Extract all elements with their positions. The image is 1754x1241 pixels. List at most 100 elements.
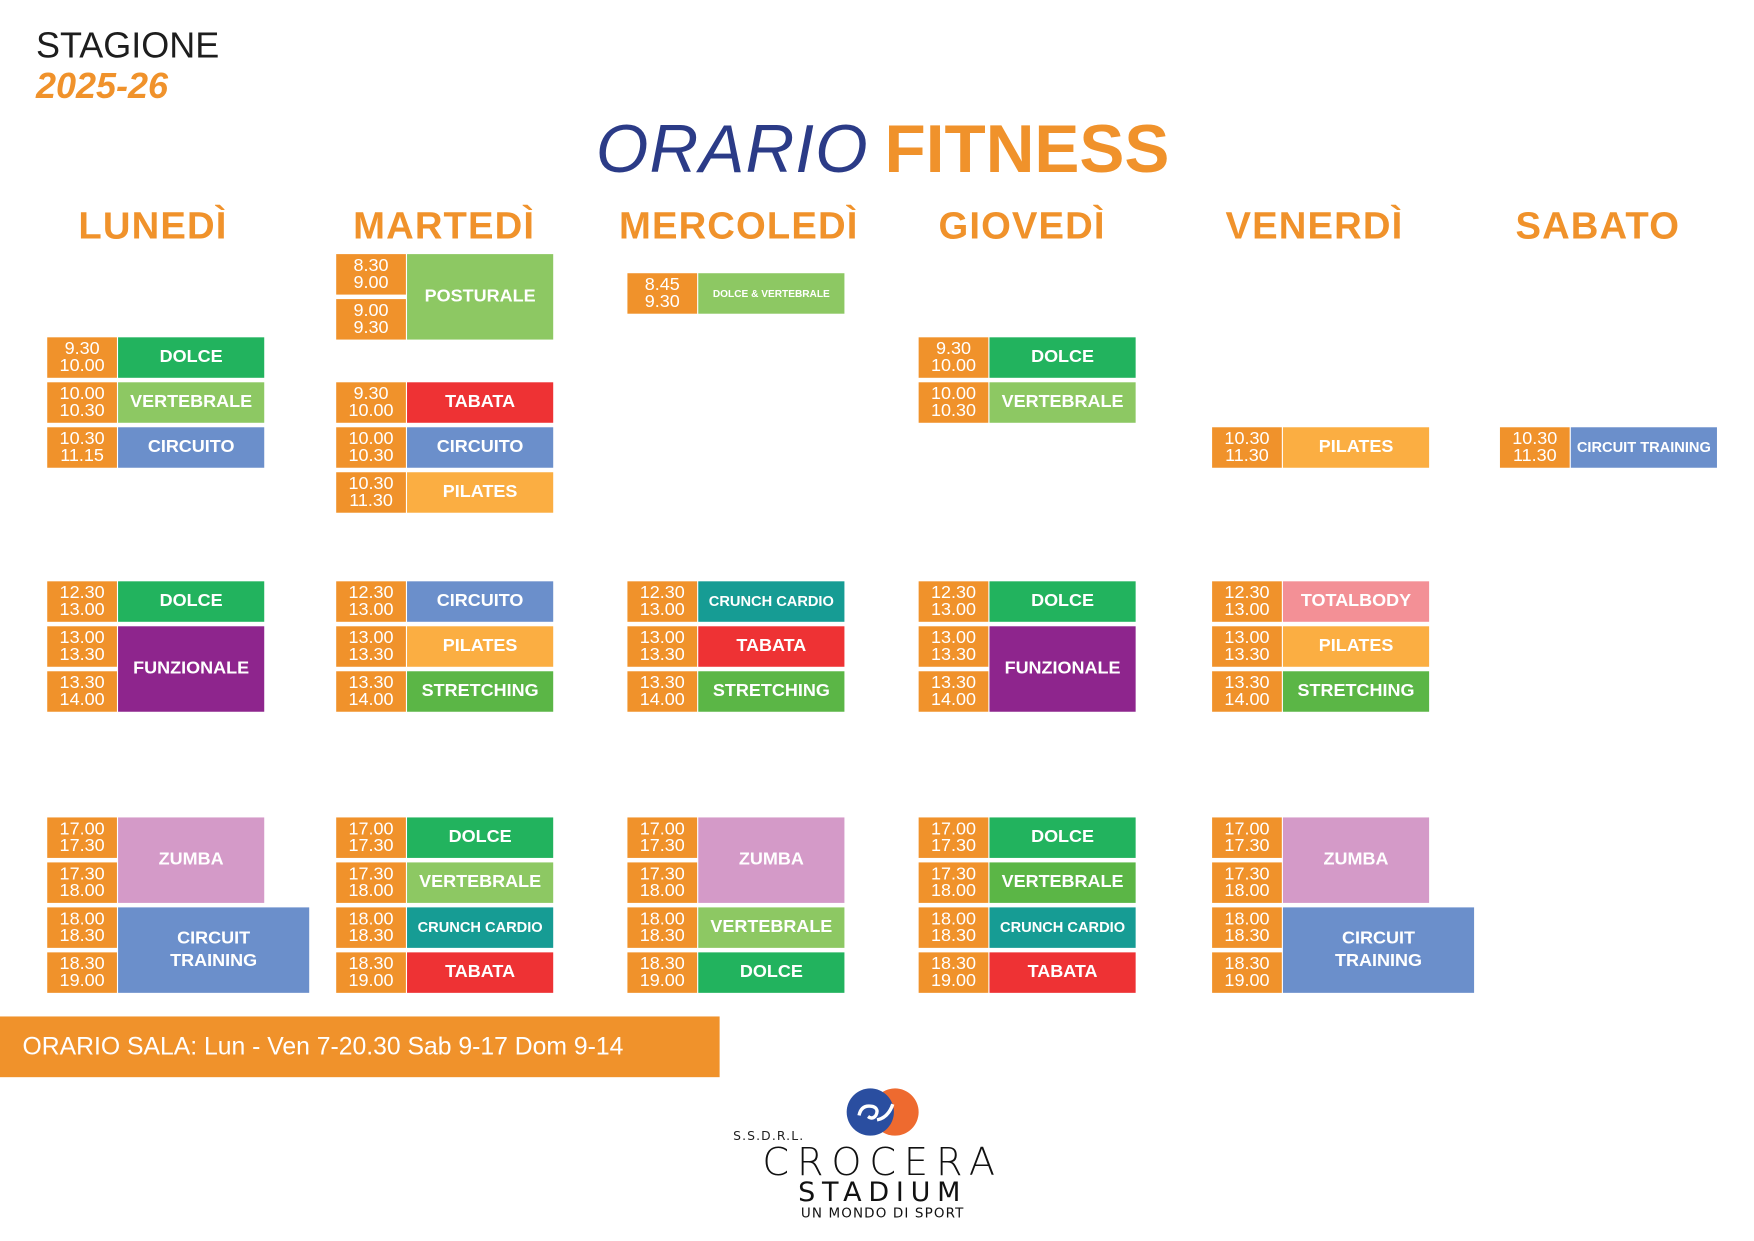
end-time: 18.30 <box>930 926 976 946</box>
start-time: 13.00 <box>639 628 685 648</box>
start-time: 10.30 <box>1224 429 1270 449</box>
end-time: 17.30 <box>59 836 105 856</box>
day-header: LUNEDÌ <box>78 204 228 248</box>
time-slot: 17.30 18.00 <box>47 862 117 903</box>
end-time: 18.00 <box>59 881 105 901</box>
end-time: 18.00 <box>1224 881 1270 901</box>
season-label: STAGIONE <box>35 24 220 66</box>
time-slot: 18.00 18.30 <box>918 907 989 948</box>
end-time: 10.00 <box>348 401 394 421</box>
time-slot: 13.30 14.00 <box>627 671 698 712</box>
class-block: CRUNCH CARDIO <box>407 907 554 948</box>
end-time: 14.00 <box>639 690 685 710</box>
start-time: 13.30 <box>639 673 685 693</box>
class-block: CIRCUIT TRAINING <box>1282 907 1475 993</box>
end-time: 14.00 <box>348 690 394 710</box>
end-time: 10.00 <box>930 356 976 376</box>
time-slot: 12.30 13.00 <box>627 581 698 622</box>
time-slot: 13.30 14.00 <box>47 671 117 712</box>
start-time: 18.00 <box>59 909 105 929</box>
start-time: 18.00 <box>639 909 685 929</box>
end-time: 13.00 <box>348 600 394 620</box>
end-time: 13.00 <box>1224 600 1270 620</box>
class-block: CIRCUIT TRAINING <box>1570 427 1717 468</box>
start-time: 12.30 <box>639 583 685 603</box>
class-block: ZUMBA <box>118 817 265 903</box>
start-time: 17.00 <box>1224 819 1270 839</box>
end-time: 13.30 <box>59 645 105 665</box>
class-block: TABATA <box>407 952 554 993</box>
start-time: 10.00 <box>59 384 105 404</box>
class-block: DOLCE <box>698 952 845 993</box>
time-slot: 10.30 11.15 <box>47 427 117 468</box>
day-header: GIOVEDÌ <box>938 204 1106 248</box>
end-time: 18.00 <box>348 881 394 901</box>
class-block: STRETCHING <box>698 671 845 712</box>
start-time: 18.30 <box>348 954 394 974</box>
end-time: 19.00 <box>1224 971 1270 991</box>
time-slot: 17.00 17.30 <box>1212 817 1282 858</box>
time-slot: 13.00 13.30 <box>336 626 406 667</box>
start-time: 13.30 <box>930 673 976 693</box>
end-time: 18.00 <box>639 881 685 901</box>
end-time: 19.00 <box>348 971 394 991</box>
time-slot: 18.30 19.00 <box>627 952 698 993</box>
start-time: 12.30 <box>348 583 394 603</box>
start-time: 17.00 <box>639 819 685 839</box>
class-block: VERTEBRALE <box>989 382 1136 423</box>
start-time: 13.00 <box>348 628 394 648</box>
time-slot: 18.30 19.00 <box>918 952 989 993</box>
start-time: 12.30 <box>1224 583 1270 603</box>
end-time: 13.30 <box>930 645 976 665</box>
end-time: 13.30 <box>348 645 394 665</box>
class-block: FUNZIONALE <box>989 626 1136 712</box>
time-slot: 18.30 19.00 <box>336 952 406 993</box>
time-slot: 13.30 14.00 <box>918 671 989 712</box>
time-slot: 18.00 18.30 <box>1212 907 1282 948</box>
time-slot: 13.30 14.00 <box>1212 671 1282 712</box>
class-block: PILATES <box>1282 427 1430 468</box>
end-time: 10.30 <box>348 446 394 466</box>
end-time: 18.30 <box>59 926 105 946</box>
class-block: TABATA <box>698 626 845 667</box>
time-slot: 17.30 18.00 <box>1212 862 1282 903</box>
start-time: 18.30 <box>1224 954 1270 974</box>
end-time: 11.30 <box>1512 446 1557 466</box>
logo-sub: STADIUM <box>798 1176 968 1208</box>
end-time: 11.30 <box>1225 446 1269 466</box>
start-time: 17.30 <box>348 864 394 884</box>
day-header: MARTEDÌ <box>353 204 536 248</box>
class-block: ZUMBA <box>698 817 845 903</box>
start-time: 18.00 <box>348 909 394 929</box>
end-time: 9.00 <box>353 273 389 293</box>
logo-name: CROCERA <box>762 1140 1003 1186</box>
logo-tagline: UN MONDO DI SPORT <box>800 1205 965 1222</box>
class-block: PILATES <box>1282 626 1430 667</box>
time-slot: 17.00 17.30 <box>336 817 406 858</box>
start-time: 13.00 <box>1224 628 1270 648</box>
time-slot: 13.00 13.30 <box>627 626 698 667</box>
end-time: 14.00 <box>1224 690 1270 710</box>
class-block: CRUNCH CARDIO <box>698 581 845 622</box>
time-slot: 17.00 17.30 <box>918 817 989 858</box>
start-time: 10.30 <box>348 474 394 494</box>
end-time: 10.30 <box>930 401 976 421</box>
day-header: MERCOLEDÌ <box>618 204 859 248</box>
day-header: SABATO <box>1515 204 1681 248</box>
class-block: DOLCE <box>989 581 1136 622</box>
class-block: DOLCE <box>118 581 265 622</box>
class-block: FUNZIONALE <box>118 626 265 712</box>
class-block: DOLCE <box>118 337 265 378</box>
start-time: 13.00 <box>59 628 105 648</box>
class-block: POSTURALE <box>407 254 554 340</box>
end-time: 17.30 <box>930 836 976 856</box>
time-slot: 13.30 14.00 <box>336 671 406 712</box>
start-time: 9.30 <box>935 339 971 359</box>
start-time: 9.30 <box>353 384 389 404</box>
time-slot: 18.00 18.30 <box>336 907 406 948</box>
class-block: PILATES <box>407 626 554 667</box>
start-time: 17.30 <box>930 864 976 884</box>
title-bold: FITNESS <box>884 111 1170 187</box>
class-block: ZUMBA <box>1282 817 1430 903</box>
time-slot: 9.00 9.30 <box>336 299 406 340</box>
